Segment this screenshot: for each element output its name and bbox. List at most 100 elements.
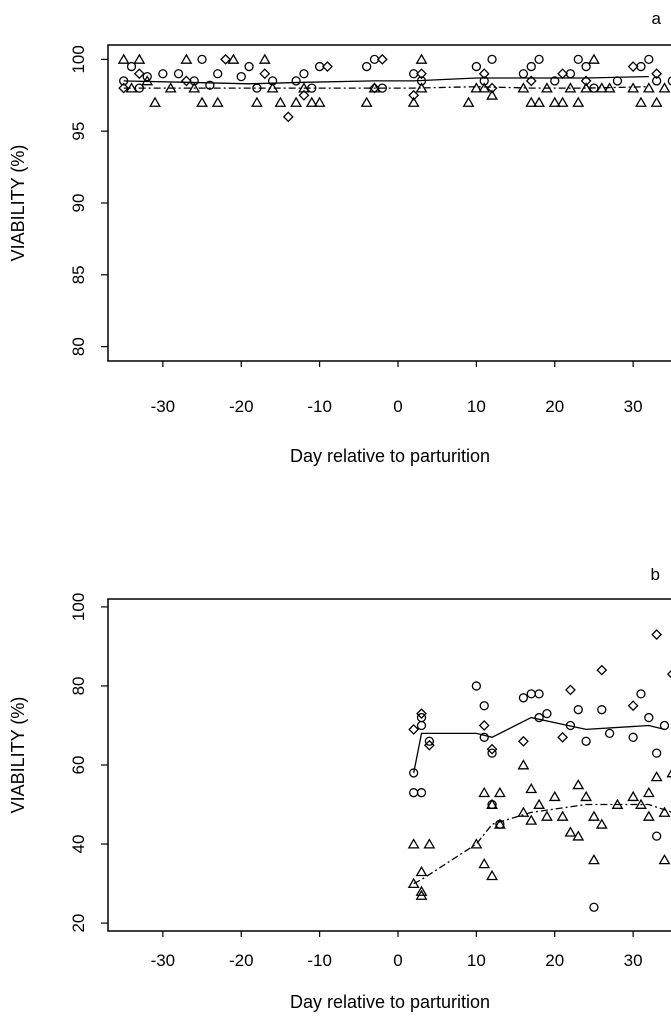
circle-data-point xyxy=(518,69,529,79)
circle-data-point xyxy=(612,76,623,86)
triangle-data-point xyxy=(266,82,279,93)
circle-data-point xyxy=(244,61,254,72)
panel-a: a 80 85 90 95 100 -30 -20 -10 0 10 20 30 Day relat… xyxy=(8,9,671,466)
diamond-data-point xyxy=(580,75,592,87)
circle-data-point xyxy=(534,712,544,723)
panel-b-y-axis-title: VIABILITY (%) xyxy=(8,697,28,814)
y-tick-label: 80 xyxy=(69,676,88,695)
diamond-data-point xyxy=(478,720,490,731)
circle-data-point xyxy=(589,83,599,93)
circle-data-point xyxy=(487,54,497,65)
circle-data-point xyxy=(589,902,599,912)
diamond-data-point xyxy=(118,82,130,94)
circle-data-point xyxy=(471,681,482,691)
diamond-data-point xyxy=(408,724,420,735)
diamond-data-point xyxy=(416,68,427,80)
circle-data-point xyxy=(651,831,662,841)
circle-data-point xyxy=(628,732,638,742)
triangle-data-point xyxy=(525,96,538,107)
x-tick-label: 0 xyxy=(393,951,402,970)
circle-data-point xyxy=(119,76,129,86)
x-tick-label: 10 xyxy=(467,951,486,970)
triangle-data-point xyxy=(548,96,561,107)
triangle-data-point xyxy=(493,818,506,829)
x-tick-label: -20 xyxy=(229,951,254,970)
circle-data-point xyxy=(534,54,544,65)
diamond-data-point xyxy=(133,68,145,80)
circle-data-point xyxy=(651,76,662,86)
diamond-data-point xyxy=(423,739,435,751)
circle-data-point xyxy=(158,69,168,79)
triangle-data-point xyxy=(556,96,569,107)
x-tick-label: -30 xyxy=(151,951,176,970)
triangle-data-point xyxy=(588,53,600,64)
x-tick-label: -10 xyxy=(307,397,332,416)
circle-data-point xyxy=(479,701,489,711)
triangle-data-point xyxy=(407,877,420,889)
diamond-data-point xyxy=(651,629,663,640)
circle-data-point xyxy=(573,705,583,715)
circle-data-point xyxy=(644,54,654,65)
triangle-data-point xyxy=(603,82,616,93)
triangle-data-point xyxy=(407,96,420,107)
triangle-data-point xyxy=(486,869,498,881)
x-tick-label: 30 xyxy=(624,951,643,970)
panel-a-x-axis-title: Day relative to parturition xyxy=(290,446,490,466)
panel-a-y-axis-title: VIABILITY (%) xyxy=(8,145,28,262)
diamond-data-point xyxy=(627,700,639,712)
triangle-data-point xyxy=(250,96,263,107)
triangle-data-point xyxy=(493,786,506,798)
panel-b-label: b xyxy=(651,565,660,584)
circle-data-point xyxy=(518,693,529,703)
circle-data-point xyxy=(542,708,552,719)
triangle-data-point xyxy=(478,858,491,869)
circle-data-point xyxy=(267,76,278,86)
triangle-data-point xyxy=(666,769,671,778)
triangle-data-point xyxy=(658,854,671,865)
y-tick-label: 95 xyxy=(69,122,88,141)
triangle-data-point xyxy=(478,82,491,93)
circle-data-point xyxy=(173,69,184,79)
triangle-data-point xyxy=(298,82,310,93)
circle-data-point xyxy=(197,54,207,65)
panel-a-trend-lines xyxy=(123,75,649,89)
circle-data-point xyxy=(142,71,152,82)
triangle-data-point xyxy=(556,810,569,821)
circle-data-point xyxy=(236,71,246,82)
triangle-data-point xyxy=(635,96,647,107)
triangle-data-point xyxy=(117,53,130,64)
diamond-data-point xyxy=(666,670,671,679)
panel-b-x-axis-title: Day relative to parturition xyxy=(290,992,490,1012)
diamond-data-point xyxy=(282,111,294,123)
circle-data-point xyxy=(299,69,309,79)
triangle-data-point xyxy=(470,838,483,849)
x-tick-label: -30 xyxy=(151,397,176,416)
circle-data-point xyxy=(479,76,489,86)
triangle-data-point xyxy=(415,865,428,877)
triangle-data-point xyxy=(188,82,201,93)
circle-data-point xyxy=(416,788,427,798)
triangle-data-point xyxy=(627,82,640,93)
circle-data-point xyxy=(636,689,646,699)
triangle-data-point xyxy=(141,75,154,86)
circle-data-point xyxy=(550,76,560,86)
y-tick-label: 20 xyxy=(69,914,88,933)
diamond-data-point xyxy=(557,68,569,80)
circle-data-point xyxy=(479,732,489,742)
circle-data-point xyxy=(604,728,615,739)
triangle-data-point xyxy=(274,96,287,107)
diamond-data-point xyxy=(478,68,490,80)
triangle-data-point xyxy=(486,798,498,809)
diamond-data-point xyxy=(651,68,663,80)
triangle-data-point xyxy=(572,778,585,790)
y-tick-label: 60 xyxy=(69,756,88,775)
panel-b-plot-frame xyxy=(107,598,671,932)
triangle-data-point xyxy=(611,798,624,809)
triangle-data-point xyxy=(642,786,655,798)
diamond-data-point xyxy=(517,735,529,747)
triangle-data-point xyxy=(564,826,577,837)
triangle-data-point xyxy=(642,82,655,93)
triangle-data-point xyxy=(580,82,593,93)
panel-a-x-ticks: -30 -20 -10 0 10 20 30 xyxy=(151,361,643,416)
